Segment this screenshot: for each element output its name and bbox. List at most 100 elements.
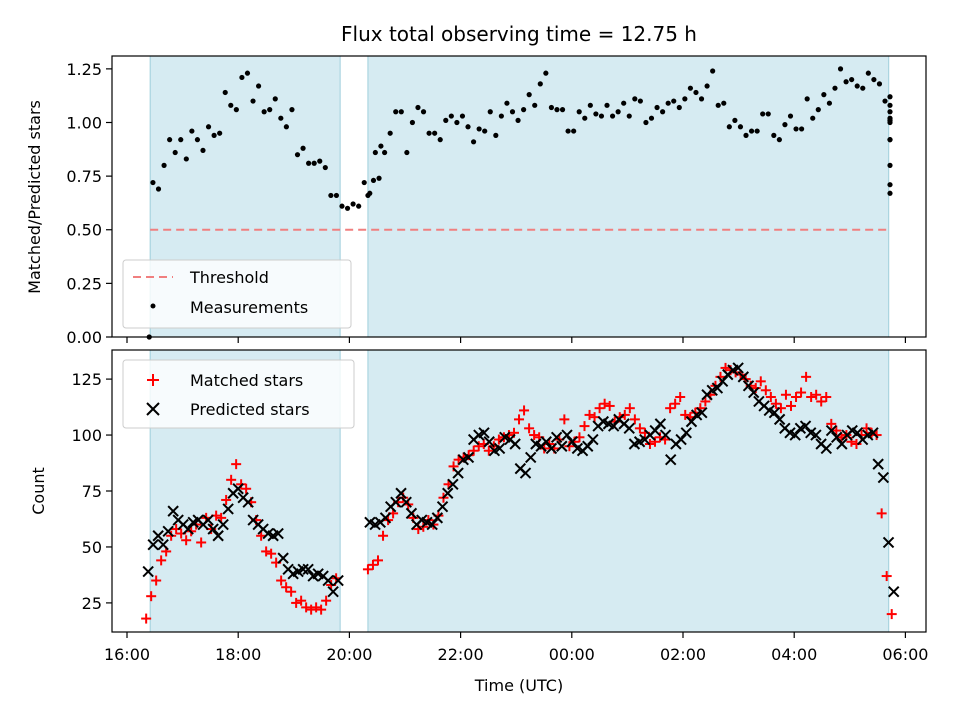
measurement-point (328, 192, 334, 199)
predicted-star-point (519, 467, 532, 479)
measurement-point (826, 100, 833, 106)
measurement-point (155, 186, 162, 192)
bottom-legend-box (122, 359, 355, 429)
predicted-star-point (431, 512, 444, 524)
measurement-point (887, 94, 893, 100)
matched-star-point (373, 555, 384, 566)
predicted-star-point (732, 362, 744, 374)
x-axis-label: Time (UTC) (474, 676, 563, 695)
measurement-point (378, 143, 384, 149)
matched-star-point (634, 423, 645, 434)
measurement-point (587, 102, 593, 108)
measurement-point (333, 192, 340, 199)
predicted-star-point (711, 382, 724, 394)
predicted-star-point (478, 427, 490, 439)
predicted-star-point (524, 451, 537, 464)
measurement-point (626, 113, 632, 119)
measurement-point (799, 126, 805, 132)
predicted-star-point (810, 429, 822, 441)
measurement-point (621, 100, 627, 106)
predicted-star-point (483, 436, 495, 448)
measurement-point (504, 100, 510, 106)
measurement-point (233, 107, 239, 113)
measurement-point (267, 107, 273, 113)
measurement-point (382, 149, 388, 156)
matched-star-point (851, 439, 862, 449)
measurement-point (815, 107, 821, 113)
measurement-point (255, 83, 262, 89)
measurement-point (205, 124, 212, 130)
predicted-star-point (462, 451, 475, 464)
y-tick-label: 50 (82, 538, 102, 557)
matched-star-point (680, 409, 691, 420)
measurement-point (437, 137, 443, 143)
predicted-star-point (405, 507, 418, 520)
predicted-star-point (556, 440, 568, 452)
measurement-point (426, 130, 432, 136)
predicted-star-point (452, 467, 464, 479)
top-legend: Threshold Measurements (122, 259, 352, 329)
matched-star-point (594, 403, 605, 414)
measurement-point (322, 164, 328, 171)
measurement-point (228, 102, 234, 108)
legend-threshold-label: Threshold (189, 268, 269, 287)
matched-star-point (780, 389, 791, 400)
measurement-point (211, 132, 217, 138)
measurement-point (693, 89, 699, 96)
measurement-point (432, 130, 438, 136)
measurement-point (887, 190, 893, 196)
matched-star-point (141, 613, 152, 624)
measurement-point (172, 149, 178, 156)
y-tick-label: 0.75 (66, 167, 102, 186)
measurement-point (832, 85, 838, 91)
predicted-star-point (799, 420, 812, 432)
measurement-point (189, 128, 195, 134)
predicted-star-point (582, 440, 594, 452)
matched-star-point (650, 436, 661, 447)
predicted-star-point (768, 406, 781, 419)
measurement-point (704, 83, 710, 89)
predicted-star-point (825, 424, 838, 437)
bottom-x-ticks: 16:00 18:00 20:00 22:00 00:00 02:00 04:00 06:00 (104, 632, 928, 664)
measurement-point (294, 152, 301, 158)
predicted-star-point (867, 427, 879, 439)
measurements-points (146, 66, 893, 340)
predicted-star-point (327, 586, 339, 598)
measurement-point (660, 109, 666, 115)
measurement-point (787, 113, 794, 119)
measurement-point (821, 92, 827, 98)
matched-star-point (826, 418, 837, 429)
matched-star-point (231, 459, 242, 470)
measurement-point (887, 137, 893, 143)
measurement-point (167, 137, 173, 143)
measurement-point (306, 160, 312, 166)
legend-measurements-swatch (150, 303, 156, 309)
predicted-star-point (447, 478, 459, 490)
measurement-point (420, 109, 427, 115)
measurement-point (882, 98, 888, 104)
y-tick-label: 100 (71, 426, 102, 445)
matched-star-point (166, 530, 177, 541)
predicted-star-point (332, 574, 344, 587)
top-plot-frame (111, 55, 927, 338)
predicted-star-point (147, 539, 159, 551)
measurement-point (261, 109, 267, 115)
matched-star-point (296, 595, 307, 606)
predicted-star-point (561, 429, 573, 441)
predicted-star-point (157, 539, 169, 551)
predicted-star-point (851, 427, 864, 439)
matched-star-point (236, 479, 247, 490)
measurement-point (682, 96, 688, 102)
matched-star-point (619, 409, 630, 420)
predicted-star-point (685, 415, 698, 428)
measurement-point (222, 89, 228, 96)
matched-star-point (261, 546, 272, 557)
matched-star-point (700, 396, 711, 407)
measurement-point (239, 74, 245, 81)
x-tick-label: 02:00 (660, 645, 706, 664)
measurement-point (871, 76, 877, 83)
matched-star-point (196, 537, 207, 548)
measurement-point (776, 137, 782, 143)
measurement-point (887, 109, 893, 115)
